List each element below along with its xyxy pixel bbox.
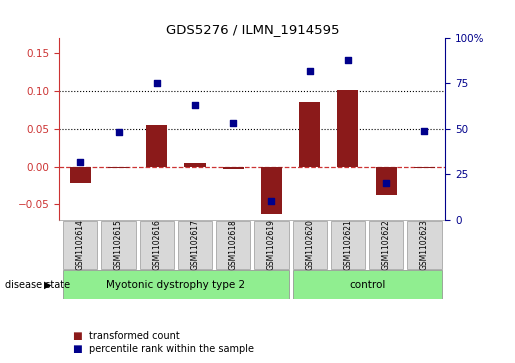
Text: GSM1102618: GSM1102618 (229, 220, 238, 270)
Bar (337, 90, 358, 167)
Text: control: control (349, 280, 385, 290)
Bar (108, 167, 129, 168)
Text: transformed count: transformed count (89, 331, 179, 341)
Bar (369, 221, 403, 269)
Text: GSM1102622: GSM1102622 (382, 220, 391, 270)
Text: GSM1102615: GSM1102615 (114, 220, 123, 270)
Text: ■: ■ (72, 344, 82, 354)
Text: Myotonic dystrophy type 2: Myotonic dystrophy type 2 (106, 280, 246, 290)
Bar (293, 221, 327, 269)
Bar (261, 167, 282, 213)
Point (152, 81, 161, 86)
Bar (184, 163, 205, 167)
Point (76, 159, 84, 164)
Bar (70, 167, 91, 183)
Point (114, 130, 123, 135)
Bar (101, 221, 136, 269)
Bar (375, 167, 397, 195)
Text: disease state: disease state (5, 280, 70, 290)
Bar (293, 270, 442, 299)
Bar (407, 221, 442, 269)
Point (229, 121, 237, 126)
Text: ▶: ▶ (44, 280, 52, 290)
Text: GSM1102623: GSM1102623 (420, 220, 429, 270)
Bar (299, 102, 320, 167)
Bar (178, 221, 212, 269)
Title: GDS5276 / ILMN_1914595: GDS5276 / ILMN_1914595 (166, 23, 339, 36)
Bar (63, 221, 97, 269)
Text: percentile rank within the sample: percentile rank within the sample (89, 344, 253, 354)
Text: GSM1102616: GSM1102616 (152, 220, 161, 270)
Bar (63, 270, 289, 299)
Bar (146, 125, 167, 167)
Point (344, 57, 352, 63)
Text: ■: ■ (72, 331, 82, 341)
Bar (254, 221, 289, 269)
Point (420, 128, 428, 134)
Text: GSM1102614: GSM1102614 (76, 220, 85, 270)
Bar (140, 221, 174, 269)
Text: GSM1102619: GSM1102619 (267, 220, 276, 270)
Text: GSM1102621: GSM1102621 (344, 220, 352, 270)
Bar (216, 221, 250, 269)
Point (305, 68, 314, 74)
Point (382, 180, 390, 186)
Bar (331, 221, 365, 269)
Point (191, 102, 199, 108)
Point (267, 199, 276, 204)
Text: GSM1102617: GSM1102617 (191, 220, 199, 270)
Text: GSM1102620: GSM1102620 (305, 220, 314, 270)
Bar (414, 167, 435, 168)
Bar (222, 167, 244, 169)
